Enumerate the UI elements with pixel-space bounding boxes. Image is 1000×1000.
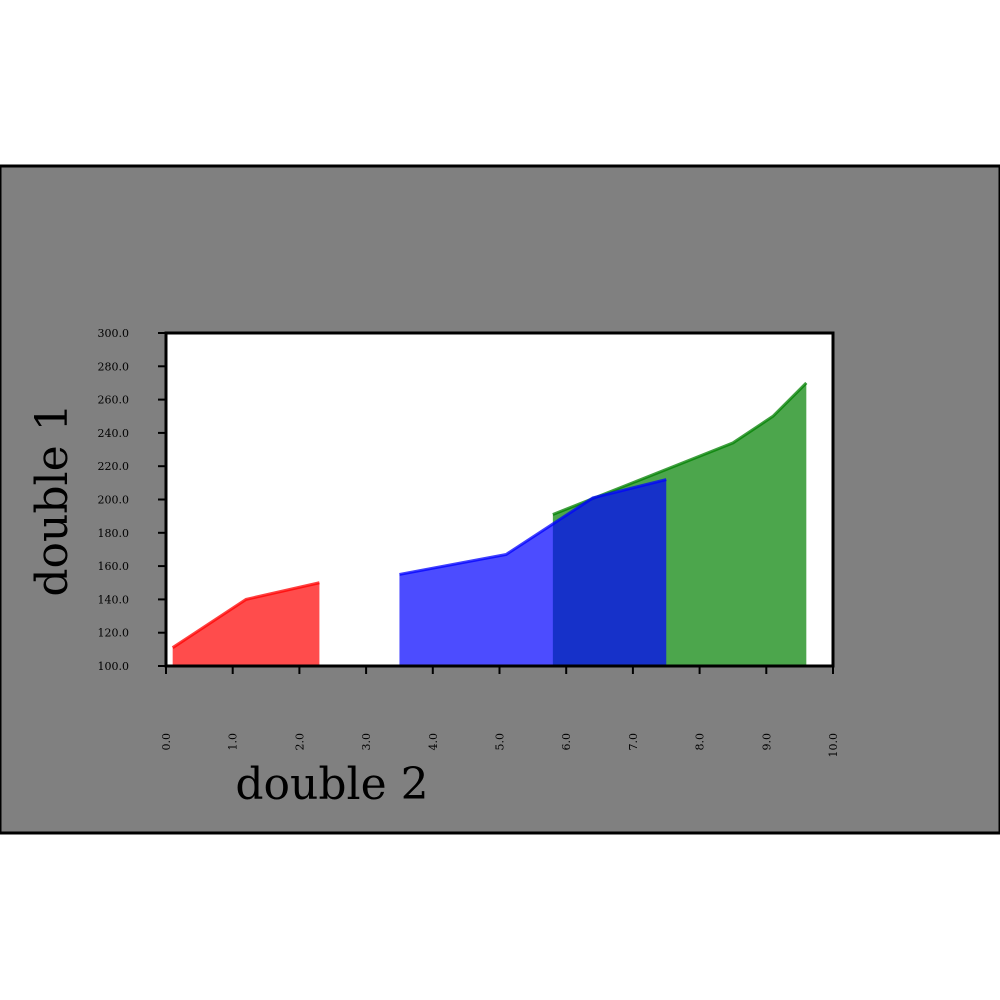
y-tick-label: 260.0 <box>98 394 130 407</box>
x-axis-label: double 2 <box>235 759 428 810</box>
y-tick-label: 240.0 <box>98 427 130 440</box>
y-axis-ticks: 100.0 120.0 140.0 160.0 180.0 200.0 220.0 240.0… <box>98 327 166 673</box>
y-tick-label: 100.0 <box>98 660 130 673</box>
x-tick-label: 9.0 <box>760 733 773 751</box>
series-line-2 <box>399 478 667 576</box>
x-tick-label: 1.0 <box>227 733 240 751</box>
x-tick-label: 5.0 <box>494 733 507 751</box>
x-tick-label: 2.0 <box>293 733 306 751</box>
x-tick-label: 8.0 <box>694 733 707 751</box>
y-axis-label: double 1 <box>27 403 78 596</box>
y-tick-label: 160.0 <box>98 560 130 573</box>
y-tick-label: 180.0 <box>98 527 130 540</box>
y-tick-label: 280.0 <box>98 360 130 373</box>
y-tick-label: 200.0 <box>98 494 130 507</box>
series-line-0 <box>171 581 320 649</box>
series-line-1 <box>552 381 808 516</box>
x-tick-label: 4.0 <box>427 733 440 751</box>
y-tick-label: 140.0 <box>98 593 130 606</box>
x-tick-label: 7.0 <box>627 733 640 751</box>
x-tick-label: 0.0 <box>160 733 173 751</box>
y-tick-label: 120.0 <box>98 627 130 640</box>
y-tick-label: 300.0 <box>98 327 130 340</box>
x-tick-label: 6.0 <box>560 733 573 751</box>
x-tick-label: 3.0 <box>360 733 373 751</box>
series-area-0 <box>172 582 320 666</box>
x-axis-ticks: 0.0 1.0 2.0 3.0 4.0 5.0 6.0 7.0 8.0 9.0 10.0 <box>160 666 840 758</box>
x-tick-label: 10.0 <box>827 733 840 758</box>
y-tick-label: 220.0 <box>98 460 130 473</box>
series-layer <box>171 381 808 666</box>
series-area-2 <box>399 479 667 666</box>
